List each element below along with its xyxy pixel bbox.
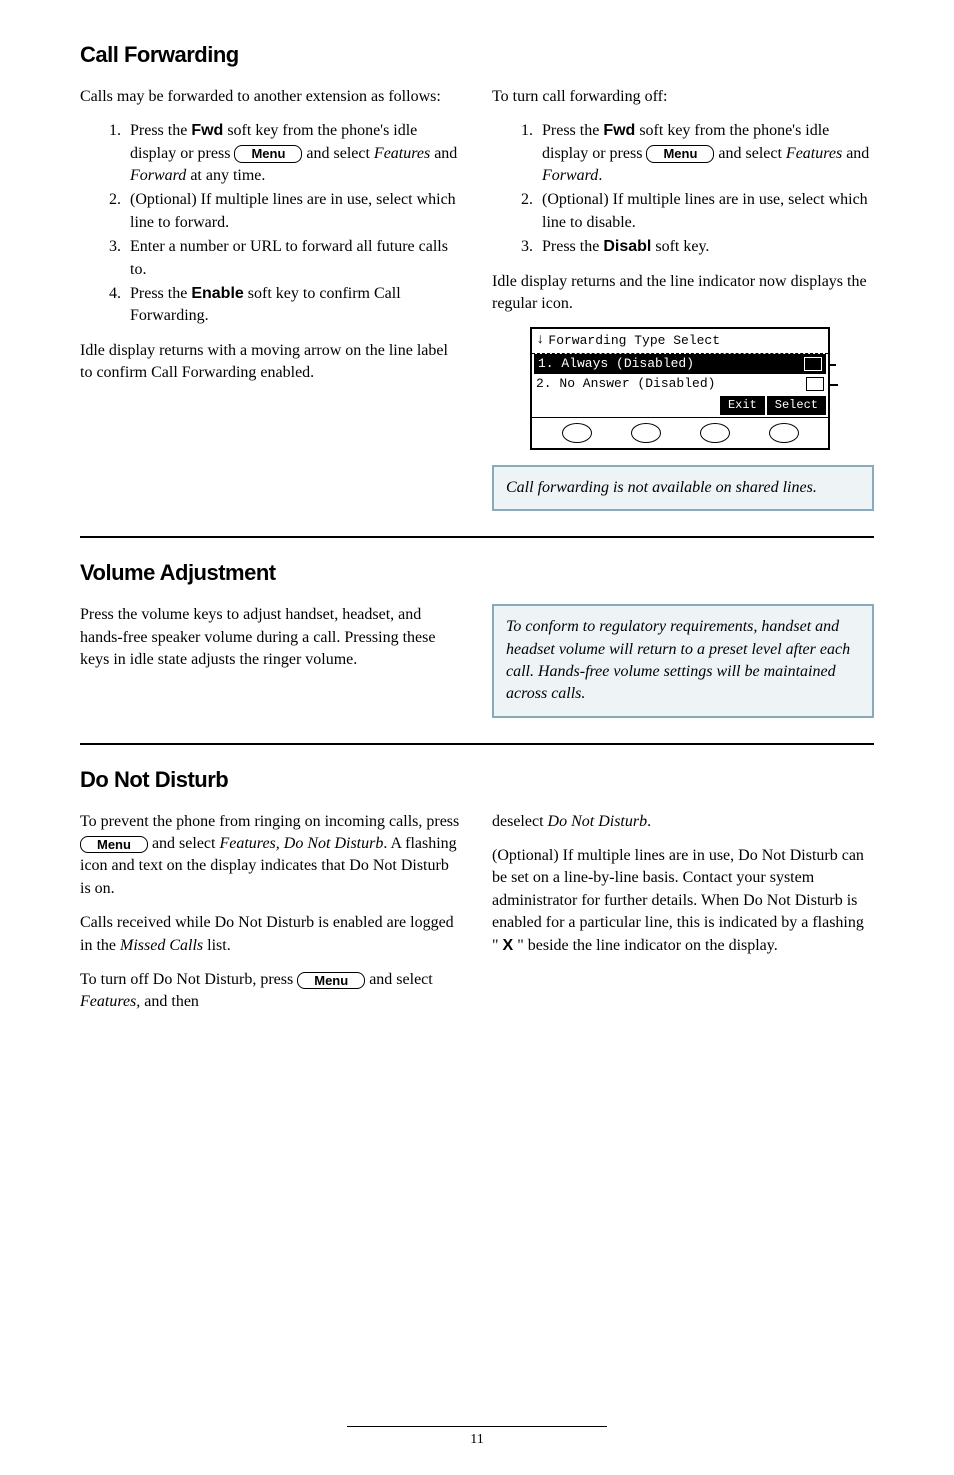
do-not-disturb-section: Do Not Disturb To prevent the phone from… — [80, 765, 874, 1026]
body-text: Calls received while Do Not Disturb is e… — [80, 912, 462, 957]
phone-icon — [804, 357, 822, 371]
left-column: To prevent the phone from ringing on inc… — [80, 811, 462, 1026]
left-column: Calls may be forwarded to another extens… — [80, 86, 462, 512]
softkey-label: Exit — [720, 396, 765, 415]
call-forwarding-section: Call Forwarding Calls may be forwarded t… — [80, 40, 874, 511]
section-divider — [80, 743, 874, 745]
lcd-screen-diagram: ↓ Forwarding Type Select 1. Always (Disa… — [530, 327, 830, 450]
volume-adjustment-section: Volume Adjustment Press the volume keys … — [80, 558, 874, 717]
down-arrow-icon: ↓ — [536, 331, 544, 351]
section-divider — [80, 536, 874, 538]
steps-list: Press the Fwd soft key from the phone's … — [80, 120, 462, 328]
step-item: Press the Disabl soft key. — [537, 236, 874, 258]
step-item: Enter a number or URL to forward all fut… — [125, 236, 462, 281]
menu-button-icon: Menu — [646, 145, 714, 163]
connector-line — [830, 384, 838, 386]
page-number: 11 — [347, 1426, 607, 1450]
body-text: deselect Do Not Disturb. — [492, 811, 874, 833]
lcd-softkey-row: Exit Select — [532, 394, 828, 417]
softkey-label: Select — [767, 396, 826, 415]
two-column-layout: Press the volume keys to adjust handset,… — [80, 604, 874, 718]
menu-button-icon: Menu — [297, 972, 365, 990]
connector-line — [828, 364, 836, 366]
left-column: Press the volume keys to adjust handset,… — [80, 604, 462, 718]
two-column-layout: To prevent the phone from ringing on inc… — [80, 811, 874, 1026]
step-item: (Optional) If multiple lines are in use,… — [537, 189, 874, 234]
section-heading: Call Forwarding — [80, 40, 874, 71]
menu-button-icon: Menu — [234, 145, 302, 163]
lcd-menu-row-selected: 1. Always (Disabled) — [534, 354, 826, 374]
step-item: Press the Fwd soft key from the phone's … — [537, 120, 874, 187]
softkey-button-icon — [769, 423, 799, 443]
note-callout: To conform to regulatory requirements, h… — [492, 604, 874, 718]
menu-button-icon: Menu — [80, 836, 148, 854]
body-text: To turn off Do Not Disturb, press Menu a… — [80, 969, 462, 1014]
lcd-menu-row: 2. No Answer (Disabled) — [532, 374, 828, 394]
intro-text: To turn call forwarding off: — [492, 86, 874, 108]
right-column: To turn call forwarding off: Press the F… — [492, 86, 874, 512]
intro-text: Calls may be forwarded to another extens… — [80, 86, 462, 108]
softkey-button-icon — [700, 423, 730, 443]
softkey-button-icon — [631, 423, 661, 443]
lcd-title: Forwarding Type Select — [548, 332, 720, 350]
step-item: Press the Enable soft key to confirm Cal… — [125, 283, 462, 328]
lcd-title-row: ↓ Forwarding Type Select — [532, 329, 828, 354]
body-text: To prevent the phone from ringing on inc… — [80, 811, 462, 901]
body-text: (Optional) If multiple lines are in use,… — [492, 845, 874, 957]
note-callout: Call forwarding is not available on shar… — [492, 465, 874, 511]
x-indicator-icon: X — [503, 937, 514, 954]
body-text: Press the volume keys to adjust handset,… — [80, 604, 462, 671]
two-column-layout: Calls may be forwarded to another extens… — [80, 86, 874, 512]
step-item: Press the Fwd soft key from the phone's … — [125, 120, 462, 187]
phone-icon — [806, 377, 824, 391]
softkey-button-icon — [562, 423, 592, 443]
step-item: (Optional) If multiple lines are in use,… — [125, 189, 462, 234]
outro-text: Idle display returns with a moving arrow… — [80, 340, 462, 385]
section-heading: Volume Adjustment — [80, 558, 874, 589]
physical-buttons-row — [532, 417, 828, 448]
section-heading: Do Not Disturb — [80, 765, 874, 796]
right-column: To conform to regulatory requirements, h… — [492, 604, 874, 718]
steps-list: Press the Fwd soft key from the phone's … — [492, 120, 874, 258]
right-column: deselect Do Not Disturb. (Optional) If m… — [492, 811, 874, 1026]
outro-text: Idle display returns and the line indica… — [492, 271, 874, 316]
